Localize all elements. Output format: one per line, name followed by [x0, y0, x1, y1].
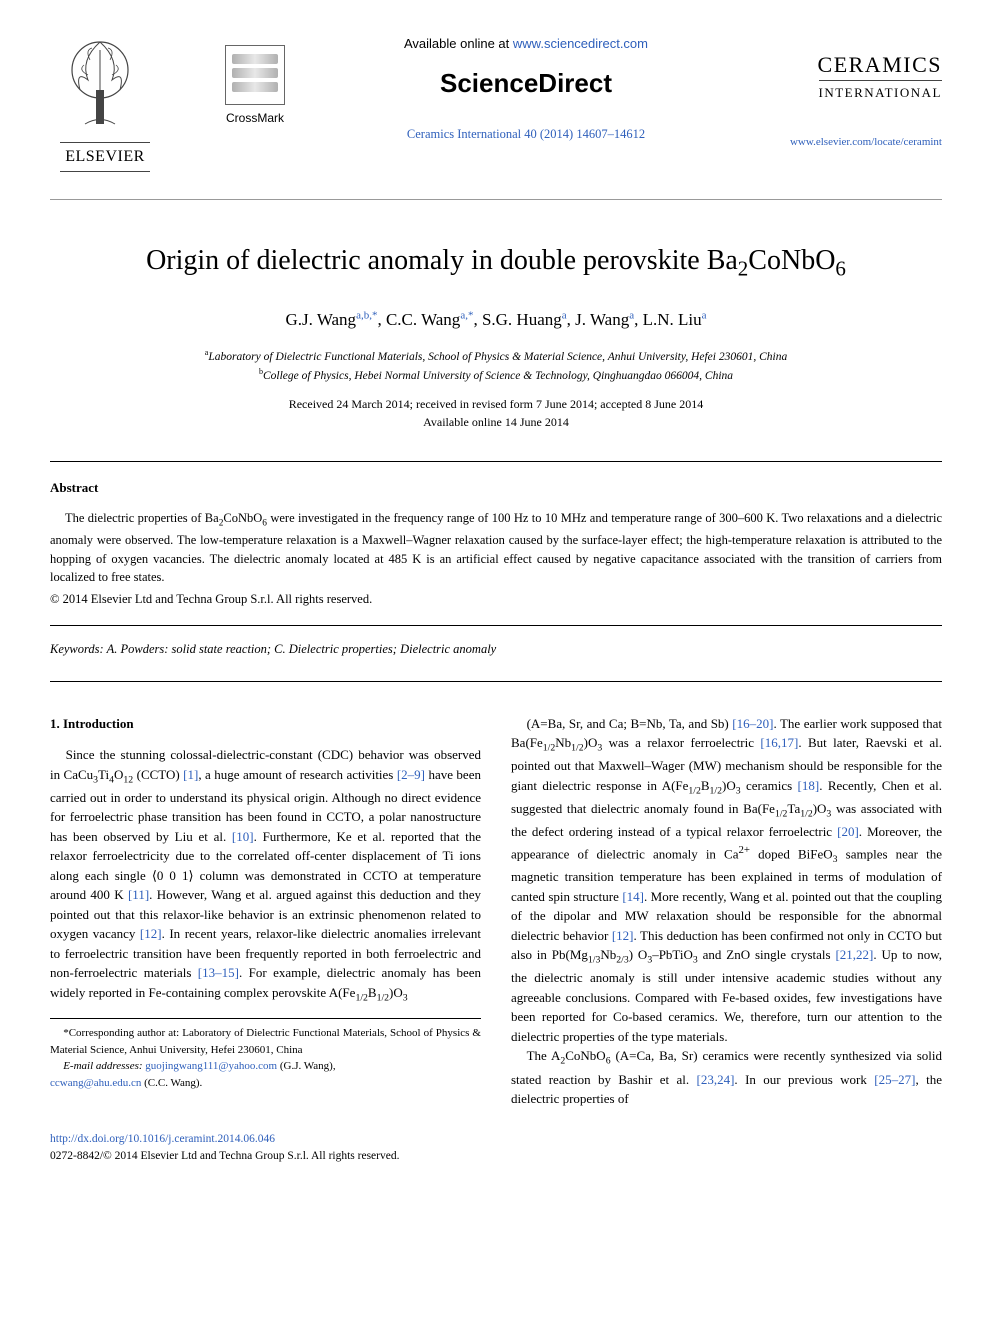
journal-name-line2: INTERNATIONAL	[819, 80, 942, 102]
crossmark-icon	[225, 45, 285, 105]
affiliation-a: aLaboratory of Dielectric Functional Mat…	[50, 347, 942, 366]
elsevier-wordmark: ELSEVIER	[60, 142, 150, 172]
elsevier-tree-icon	[60, 30, 140, 130]
available-online-line: Available online at www.sciencedirect.co…	[310, 34, 742, 54]
journal-name-line1: CERAMICS	[762, 48, 942, 81]
affiliations: aLaboratory of Dielectric Functional Mat…	[50, 347, 942, 385]
sciencedirect-url-link[interactable]: www.sciencedirect.com	[513, 36, 648, 51]
keywords-line: Keywords: A. Powders: solid state reacti…	[50, 640, 942, 682]
article-dates: Received 24 March 2014; received in revi…	[50, 395, 942, 431]
email-label: E-mail addresses:	[63, 1060, 145, 1072]
abstract-heading: Abstract	[50, 478, 942, 498]
doi-link[interactable]: http://dx.doi.org/10.1016/j.ceramint.201…	[50, 1133, 275, 1145]
journal-brand: CERAMICS INTERNATIONAL www.elsevier.com/…	[762, 48, 942, 151]
corresponding-author-footnote: *Corresponding author at: Laboratory of …	[50, 1018, 481, 1091]
email-who-2: (C.C. Wang).	[141, 1077, 202, 1089]
available-prefix: Available online at	[404, 36, 513, 51]
intro-paragraph-1-cont: (A=Ba, Sr, and Ca; B=Nb, Ta, and Sb) [16…	[511, 714, 942, 1047]
corresponding-author-text: *Corresponding author at: Laboratory of …	[50, 1025, 481, 1058]
masthead-center: Available online at www.sciencedirect.co…	[310, 34, 742, 143]
article-body-columns: 1. Introduction Since the stunning colos…	[50, 714, 942, 1109]
email-who-1: (G.J. Wang),	[277, 1060, 336, 1072]
intro-paragraph-2: The A2CoNbO6 (A=Ca, Ba, Sr) ceramics wer…	[511, 1046, 942, 1108]
email-line-2: ccwang@ahu.edu.cn (C.C. Wang).	[50, 1075, 481, 1092]
author-list: G.J. Wanga,b,*, C.C. Wanga,*, S.G. Huang…	[50, 307, 942, 333]
elsevier-logo[interactable]: ELSEVIER	[60, 30, 150, 172]
sciencedirect-logo: ScienceDirect	[310, 64, 742, 103]
keywords-label: Keywords:	[50, 642, 104, 656]
crossmark-badge[interactable]: CrossMark	[210, 45, 300, 127]
section-heading-introduction: 1. Introduction	[50, 714, 481, 734]
abstract-copyright: © 2014 Elsevier Ltd and Techna Group S.r…	[50, 590, 942, 609]
issn-copyright-line: 0272-8842/© 2014 Elsevier Ltd and Techna…	[50, 1148, 942, 1165]
email-link-1[interactable]: guojingwang111@yahoo.com	[145, 1060, 277, 1072]
affiliation-b: bCollege of Physics, Hebei Normal Univer…	[50, 366, 942, 385]
crossmark-label: CrossMark	[210, 109, 300, 127]
keywords-text: A. Powders: solid state reaction; C. Die…	[104, 642, 497, 656]
abstract-text: The dielectric properties of Ba2CoNbO6 w…	[50, 509, 942, 587]
doi-footer: http://dx.doi.org/10.1016/j.ceramint.201…	[50, 1131, 942, 1166]
article-title: Origin of dielectric anomaly in double p…	[50, 240, 942, 285]
received-accepted-line: Received 24 March 2014; received in revi…	[50, 395, 942, 413]
intro-paragraph-1: Since the stunning colossal-dielectric-c…	[50, 745, 481, 1006]
email-addresses-line: E-mail addresses: guojingwang111@yahoo.c…	[50, 1058, 481, 1075]
journal-homepage-link[interactable]: www.elsevier.com/locate/ceramint	[762, 134, 942, 151]
journal-citation-link[interactable]: Ceramics International 40 (2014) 14607–1…	[407, 127, 645, 141]
abstract-block: Abstract The dielectric properties of Ba…	[50, 461, 942, 626]
available-online-date: Available online 14 June 2014	[50, 413, 942, 431]
email-link-2[interactable]: ccwang@ahu.edu.cn	[50, 1077, 141, 1089]
journal-masthead: ELSEVIER CrossMark Available online at w…	[50, 30, 942, 200]
